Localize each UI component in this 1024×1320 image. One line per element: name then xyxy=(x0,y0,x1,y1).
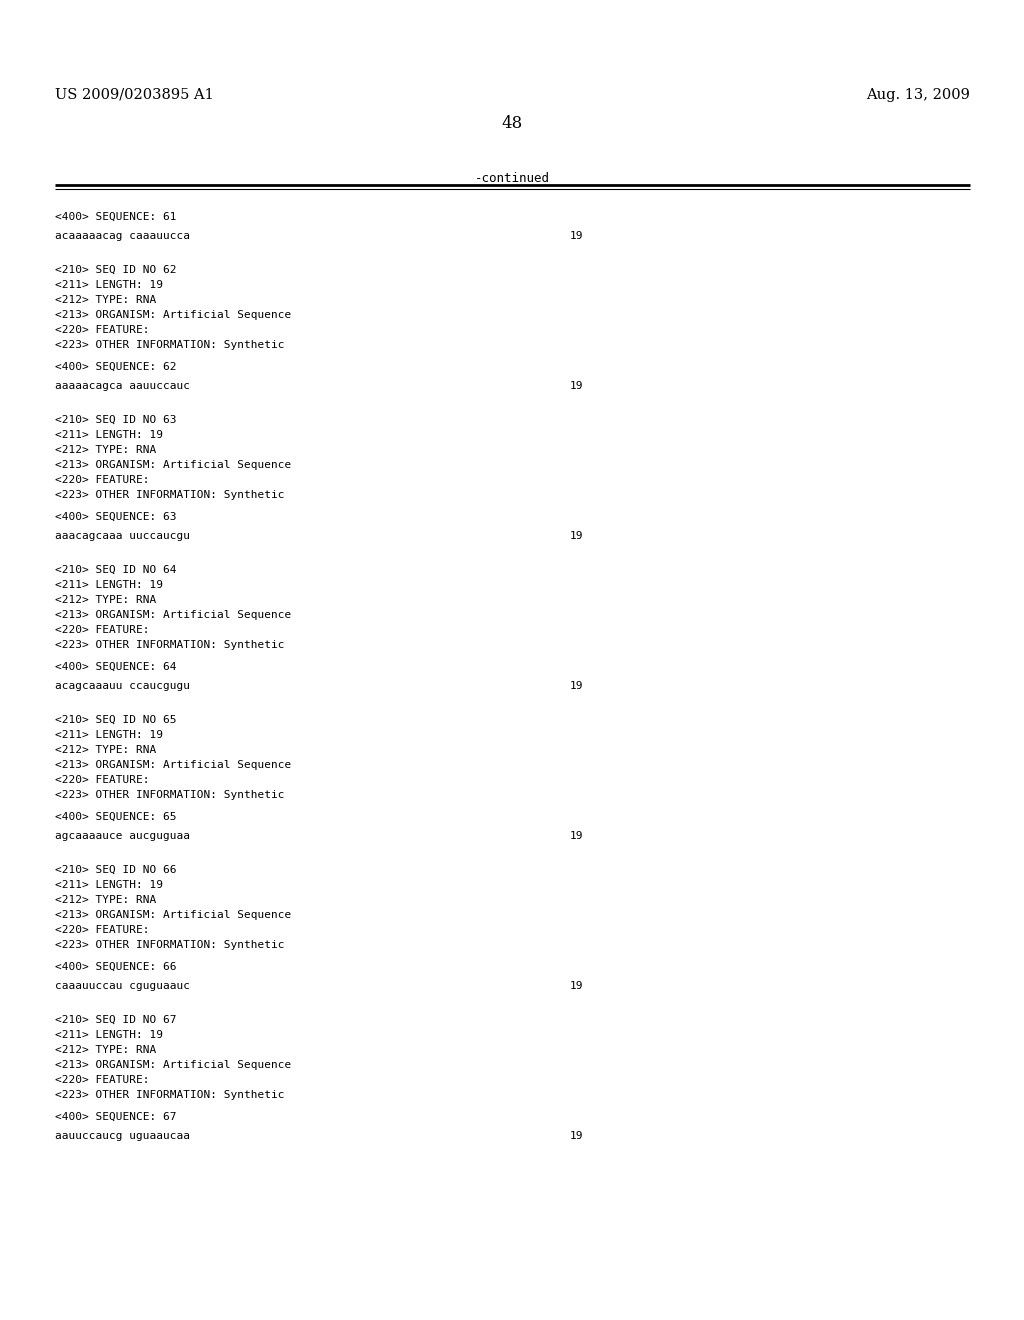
Text: <223> OTHER INFORMATION: Synthetic: <223> OTHER INFORMATION: Synthetic xyxy=(55,940,285,950)
Text: <223> OTHER INFORMATION: Synthetic: <223> OTHER INFORMATION: Synthetic xyxy=(55,640,285,649)
Text: acagcaaauu ccaucgugu: acagcaaauu ccaucgugu xyxy=(55,681,190,690)
Text: <212> TYPE: RNA: <212> TYPE: RNA xyxy=(55,294,157,305)
Text: <210> SEQ ID NO 67: <210> SEQ ID NO 67 xyxy=(55,1015,176,1026)
Text: <212> TYPE: RNA: <212> TYPE: RNA xyxy=(55,895,157,906)
Text: <223> OTHER INFORMATION: Synthetic: <223> OTHER INFORMATION: Synthetic xyxy=(55,490,285,500)
Text: 48: 48 xyxy=(502,115,522,132)
Text: agcaaaauce aucguguaa: agcaaaauce aucguguaa xyxy=(55,832,190,841)
Text: -continued: -continued xyxy=(474,172,550,185)
Text: <213> ORGANISM: Artificial Sequence: <213> ORGANISM: Artificial Sequence xyxy=(55,310,291,319)
Text: <212> TYPE: RNA: <212> TYPE: RNA xyxy=(55,1045,157,1055)
Text: <213> ORGANISM: Artificial Sequence: <213> ORGANISM: Artificial Sequence xyxy=(55,1060,291,1071)
Text: <400> SEQUENCE: 64: <400> SEQUENCE: 64 xyxy=(55,663,176,672)
Text: <400> SEQUENCE: 67: <400> SEQUENCE: 67 xyxy=(55,1111,176,1122)
Text: <220> FEATURE:: <220> FEATURE: xyxy=(55,624,150,635)
Text: US 2009/0203895 A1: US 2009/0203895 A1 xyxy=(55,88,214,102)
Text: Aug. 13, 2009: Aug. 13, 2009 xyxy=(866,88,970,102)
Text: 19: 19 xyxy=(570,531,584,541)
Text: <212> TYPE: RNA: <212> TYPE: RNA xyxy=(55,445,157,455)
Text: 19: 19 xyxy=(570,231,584,242)
Text: <400> SEQUENCE: 62: <400> SEQUENCE: 62 xyxy=(55,362,176,372)
Text: <211> LENGTH: 19: <211> LENGTH: 19 xyxy=(55,1030,163,1040)
Text: 19: 19 xyxy=(570,681,584,690)
Text: <223> OTHER INFORMATION: Synthetic: <223> OTHER INFORMATION: Synthetic xyxy=(55,1090,285,1100)
Text: 19: 19 xyxy=(570,981,584,991)
Text: <211> LENGTH: 19: <211> LENGTH: 19 xyxy=(55,730,163,741)
Text: <223> OTHER INFORMATION: Synthetic: <223> OTHER INFORMATION: Synthetic xyxy=(55,341,285,350)
Text: 19: 19 xyxy=(570,381,584,391)
Text: <212> TYPE: RNA: <212> TYPE: RNA xyxy=(55,595,157,605)
Text: <213> ORGANISM: Artificial Sequence: <213> ORGANISM: Artificial Sequence xyxy=(55,459,291,470)
Text: <210> SEQ ID NO 64: <210> SEQ ID NO 64 xyxy=(55,565,176,576)
Text: acaaaaacag caaauucca: acaaaaacag caaauucca xyxy=(55,231,190,242)
Text: <213> ORGANISM: Artificial Sequence: <213> ORGANISM: Artificial Sequence xyxy=(55,760,291,770)
Text: aaaaacagca aauuccauc: aaaaacagca aauuccauc xyxy=(55,381,190,391)
Text: <210> SEQ ID NO 65: <210> SEQ ID NO 65 xyxy=(55,715,176,725)
Text: <223> OTHER INFORMATION: Synthetic: <223> OTHER INFORMATION: Synthetic xyxy=(55,789,285,800)
Text: <211> LENGTH: 19: <211> LENGTH: 19 xyxy=(55,280,163,290)
Text: aaacagcaaa uuccaucgu: aaacagcaaa uuccaucgu xyxy=(55,531,190,541)
Text: <213> ORGANISM: Artificial Sequence: <213> ORGANISM: Artificial Sequence xyxy=(55,610,291,620)
Text: <400> SEQUENCE: 63: <400> SEQUENCE: 63 xyxy=(55,512,176,521)
Text: 19: 19 xyxy=(570,832,584,841)
Text: caaauuccau cguguaauc: caaauuccau cguguaauc xyxy=(55,981,190,991)
Text: <211> LENGTH: 19: <211> LENGTH: 19 xyxy=(55,430,163,440)
Text: <220> FEATURE:: <220> FEATURE: xyxy=(55,775,150,785)
Text: <400> SEQUENCE: 66: <400> SEQUENCE: 66 xyxy=(55,962,176,972)
Text: <210> SEQ ID NO 62: <210> SEQ ID NO 62 xyxy=(55,265,176,275)
Text: <210> SEQ ID NO 63: <210> SEQ ID NO 63 xyxy=(55,414,176,425)
Text: aauuccaucg uguaaucaa: aauuccaucg uguaaucaa xyxy=(55,1131,190,1140)
Text: <400> SEQUENCE: 61: <400> SEQUENCE: 61 xyxy=(55,213,176,222)
Text: <212> TYPE: RNA: <212> TYPE: RNA xyxy=(55,744,157,755)
Text: 19: 19 xyxy=(570,1131,584,1140)
Text: <210> SEQ ID NO 66: <210> SEQ ID NO 66 xyxy=(55,865,176,875)
Text: <220> FEATURE:: <220> FEATURE: xyxy=(55,925,150,935)
Text: <211> LENGTH: 19: <211> LENGTH: 19 xyxy=(55,579,163,590)
Text: <211> LENGTH: 19: <211> LENGTH: 19 xyxy=(55,880,163,890)
Text: <213> ORGANISM: Artificial Sequence: <213> ORGANISM: Artificial Sequence xyxy=(55,909,291,920)
Text: <220> FEATURE:: <220> FEATURE: xyxy=(55,325,150,335)
Text: <220> FEATURE:: <220> FEATURE: xyxy=(55,1074,150,1085)
Text: <220> FEATURE:: <220> FEATURE: xyxy=(55,475,150,484)
Text: <400> SEQUENCE: 65: <400> SEQUENCE: 65 xyxy=(55,812,176,822)
